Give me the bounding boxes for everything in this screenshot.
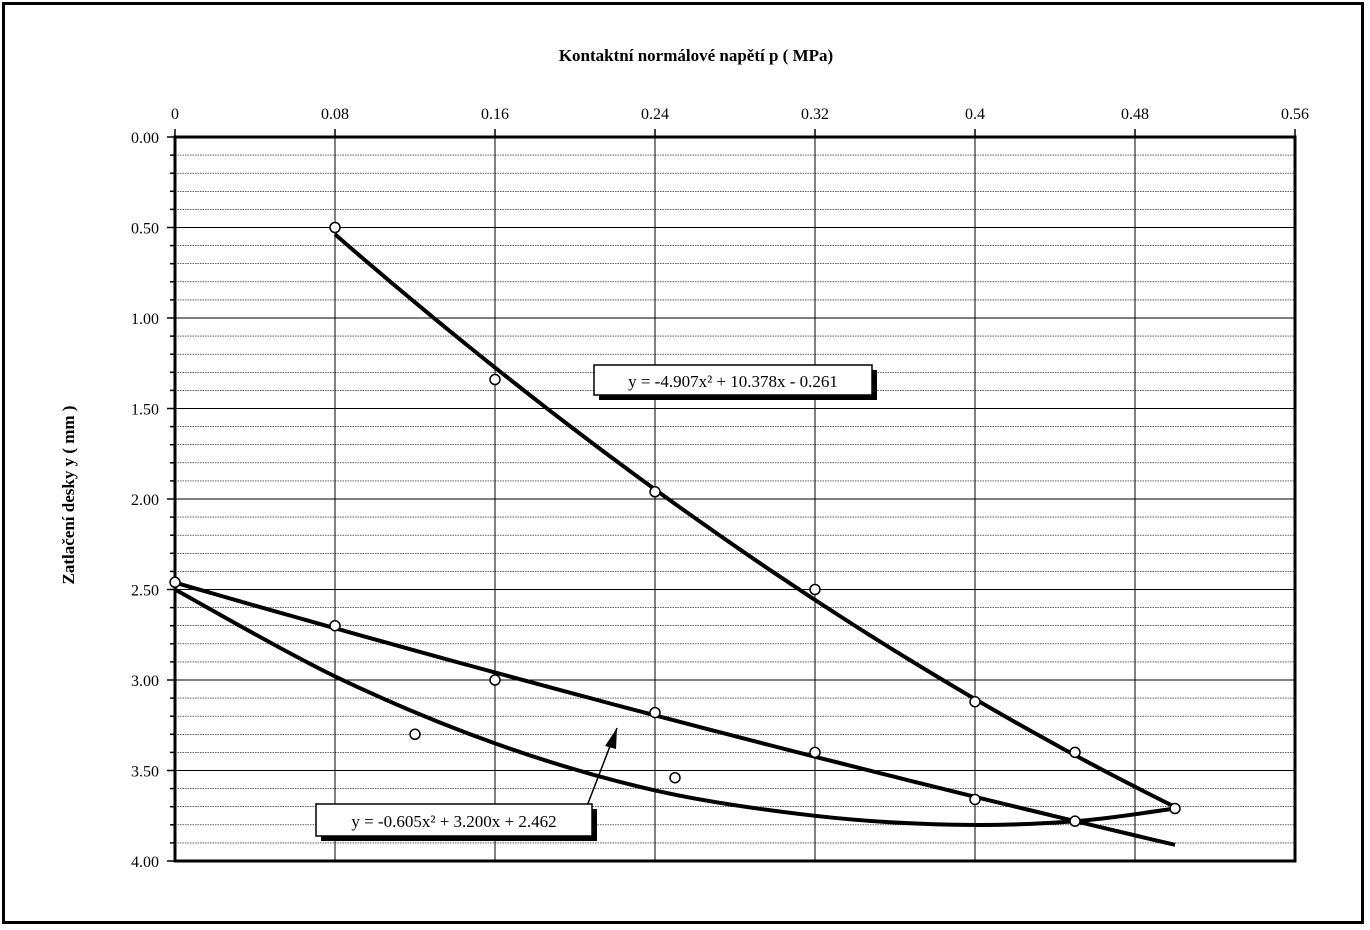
data-point [1069, 815, 1081, 827]
tick-labels: 0.00 0.50 1.00 1.50 2.00 2.50 3.00 3.50 4.00 0 0.0… [131, 106, 1309, 871]
x-tick-label: 0.48 [1121, 106, 1149, 123]
y-tick-label: 0.00 [131, 130, 159, 147]
data-point [489, 373, 501, 386]
data-point [1069, 746, 1081, 759]
trendline-equation-lower: y = -0.605x² + 3.200x + 2.462 [351, 812, 556, 831]
y-tick-label: 0.50 [131, 221, 159, 238]
x-tick-label: 0.24 [641, 106, 669, 123]
y-tick-label: 2.50 [131, 583, 159, 600]
arrow-head-icon [605, 728, 617, 749]
data-point [969, 793, 981, 806]
data-points [169, 221, 1181, 827]
data-point [409, 728, 421, 741]
x-tick-label: 0.16 [481, 106, 509, 123]
lower-curve [174, 587, 1176, 828]
y-axis-label: Zatlačení desky y ( mm ) [59, 406, 78, 585]
data-point [969, 695, 981, 708]
data-point [329, 221, 341, 234]
trendline-2 [174, 580, 1176, 847]
x-tick-label: 0.56 [1281, 106, 1309, 123]
data-point [649, 486, 661, 498]
trendline-equation-label-lower: y = -0.605x² + 3.200x + 2.462 [315, 727, 618, 841]
chart-title: Kontaktní normálové napětí p ( MPa) [559, 46, 833, 65]
grid [173, 135, 1297, 863]
y-tick-label: 4.00 [131, 854, 159, 871]
data-point [809, 583, 821, 596]
x-tick-label: 0.4 [965, 106, 985, 123]
trendline-equation-label-upper: y = -4.907x² + 10.378x - 0.261 [593, 364, 877, 400]
data-point [489, 674, 501, 686]
data-point [329, 619, 341, 632]
x-tick-label: 0.08 [321, 106, 349, 123]
x-tick-label: 0.32 [801, 106, 829, 123]
data-point [1169, 802, 1181, 815]
x-tick-label: 0 [171, 106, 179, 123]
y-tick-label: 1.50 [131, 402, 159, 419]
trendline-equation-upper: y = -4.907x² + 10.378x - 0.261 [628, 372, 838, 391]
data-point [669, 771, 681, 784]
y-tick-label: 2.00 [131, 492, 159, 509]
curves [174, 232, 1176, 847]
y-tick-label: 1.00 [131, 311, 159, 328]
data-point [649, 706, 661, 719]
y-tick-label: 3.00 [131, 673, 159, 690]
data-point [169, 576, 181, 589]
data-point [809, 746, 821, 759]
y-tick-label: 3.50 [131, 764, 159, 781]
trendline-1 [333, 232, 1176, 809]
